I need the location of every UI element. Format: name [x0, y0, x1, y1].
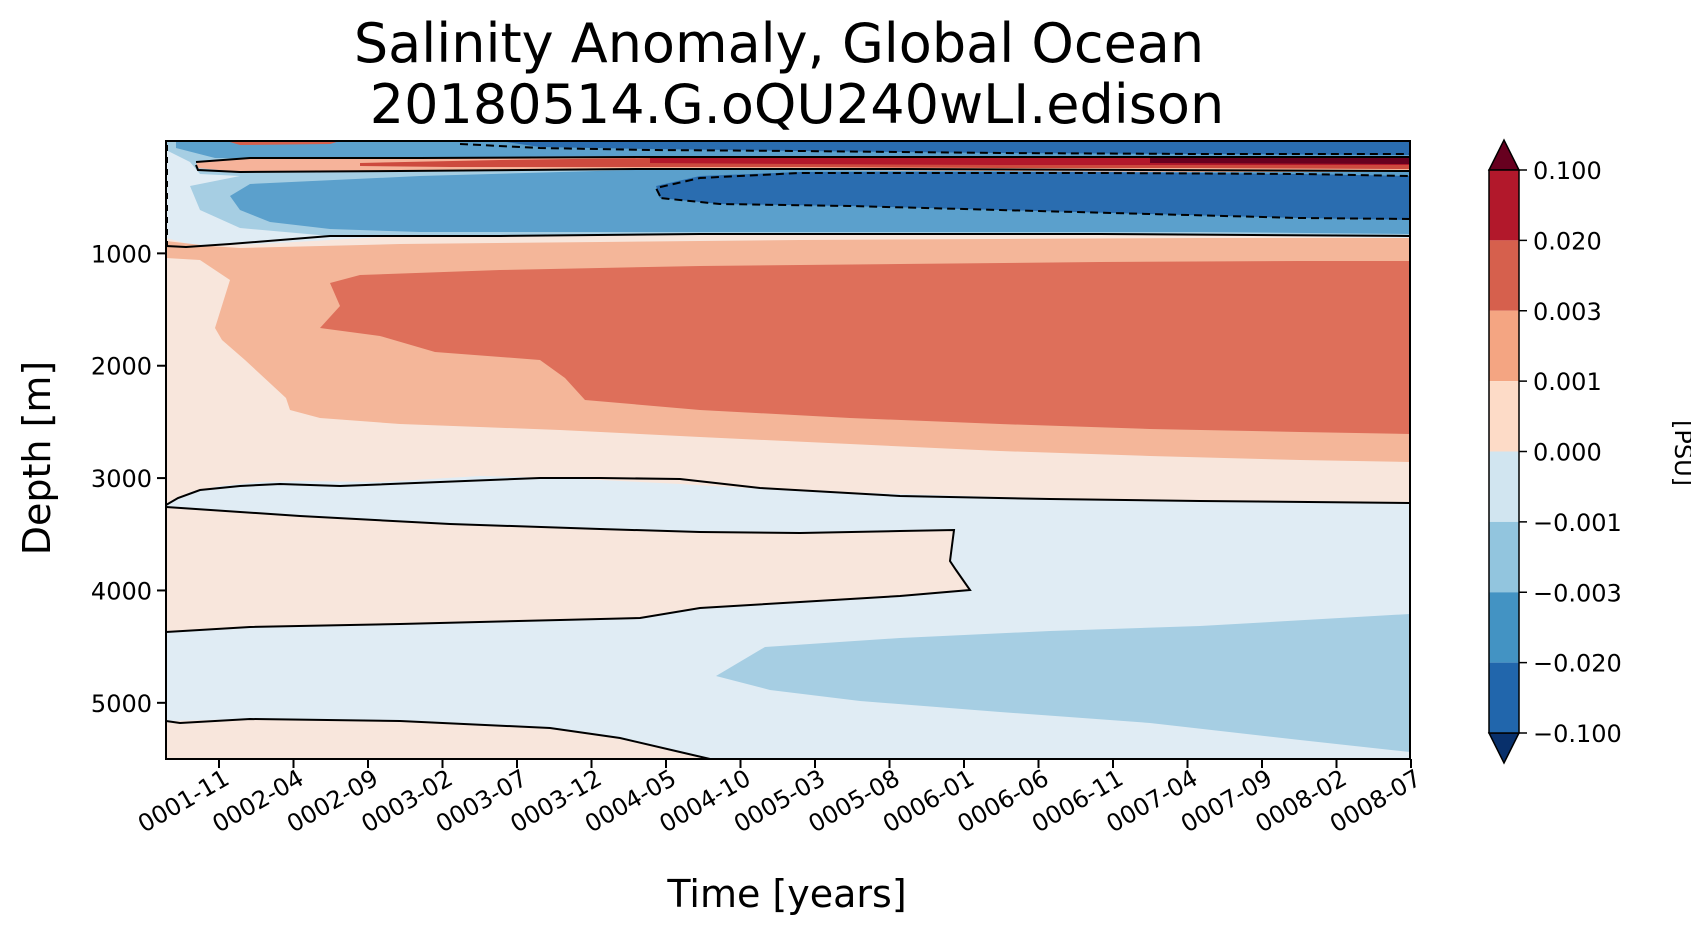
colorbar-tick-label: 0.020 [1533, 227, 1602, 255]
contour-fill-bottom-positive [166, 719, 710, 759]
colorbar-segment [1489, 310, 1519, 382]
colorbar-segment [1489, 592, 1519, 663]
plot-frame [165, 140, 1411, 760]
contour-line-900m [166, 233, 1410, 249]
contour-line-surface-positive [195, 156, 1410, 163]
contour-line-surface-negative [459, 143, 1410, 155]
contour-fill-strong-positive [320, 261, 1410, 434]
colorbar-extend-max [1487, 138, 1521, 171]
contour-line-surface-positive-lower [195, 164, 1410, 174]
contour-fill-upper-negative-strong [656, 172, 1410, 220]
contour-line-3200m [166, 477, 1410, 506]
colorbar: −0.100 −0.020 −0.003 −0.001 0.000 0.001 0.003 0… [1487, 138, 1622, 765]
chart-title: Salinity Anomaly, Global Ocean [354, 12, 1204, 75]
y-tick-label: 5000 [91, 690, 152, 718]
y-axis-ticks: 1000 2000 3000 4000 5000 [91, 240, 166, 718]
colorbar-segment [1489, 240, 1519, 311]
colorbar-segment [1489, 662, 1519, 733]
x-axis-ticks: 0001-110002-040002-090003-020003-070003-… [133, 759, 1426, 838]
colorbar-segment [1489, 381, 1519, 452]
contour-line-5150m [166, 717, 711, 759]
contour-lines [166, 143, 1410, 759]
y-tick-label: 4000 [91, 577, 152, 605]
y-axis-label: Depth [m] [15, 361, 59, 556]
contour-fill-surface-positive-extreme [1150, 157, 1410, 164]
chart-subtitle: 20180514.G.oQU240wLI.edison [370, 73, 1224, 136]
colorbar-segment [1489, 521, 1519, 593]
contour-plot [166, 141, 1410, 759]
colorbar-tick-label: −0.100 [1533, 720, 1622, 748]
contour-fill-abyssal-negative [716, 614, 1410, 752]
y-tick-label: 2000 [91, 353, 152, 381]
colorbar-label: [PSU] [1669, 420, 1691, 486]
colorbar-segment [1489, 451, 1519, 522]
y-tick-label: 3000 [91, 465, 152, 493]
colorbar-tick-label: −0.020 [1533, 650, 1622, 678]
colorbar-tick-label: 0.100 [1533, 157, 1602, 185]
colorbar-tick-label: 0.001 [1533, 368, 1602, 396]
contour-line-3300m [166, 506, 972, 633]
colorbar-tick-label: 0.003 [1533, 298, 1602, 326]
contour-line-deep-blue-lens [654, 172, 1410, 220]
x-axis-label: Time [years] [666, 872, 906, 916]
colorbar-tick-label: −0.003 [1533, 579, 1622, 607]
y-tick-label: 1000 [91, 240, 152, 268]
colorbar-tick-label: 0.000 [1533, 439, 1602, 467]
colorbar-tick-label: −0.001 [1533, 509, 1622, 537]
colorbar-extend-min [1487, 732, 1521, 765]
contour-fill-surface-negative [500, 141, 1410, 155]
colorbar-segment [1489, 170, 1519, 241]
contour-fill-positive-lens [166, 507, 970, 632]
